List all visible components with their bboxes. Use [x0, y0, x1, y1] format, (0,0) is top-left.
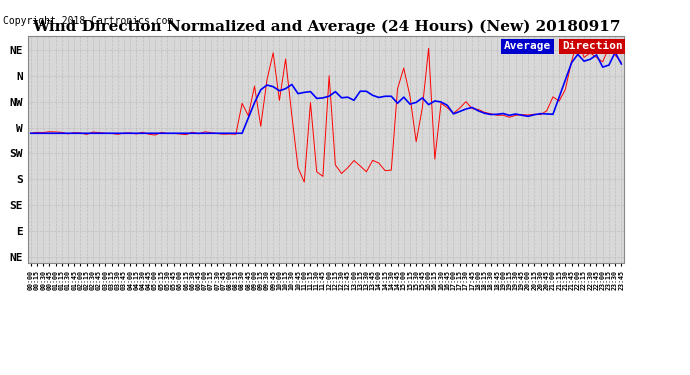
- Title: Wind Direction Normalized and Average (24 Hours) (New) 20180917: Wind Direction Normalized and Average (2…: [32, 20, 620, 34]
- Text: Direction: Direction: [562, 41, 622, 51]
- Text: Average: Average: [504, 41, 551, 51]
- Text: Copyright 2018 Cartronics.com: Copyright 2018 Cartronics.com: [3, 16, 174, 26]
